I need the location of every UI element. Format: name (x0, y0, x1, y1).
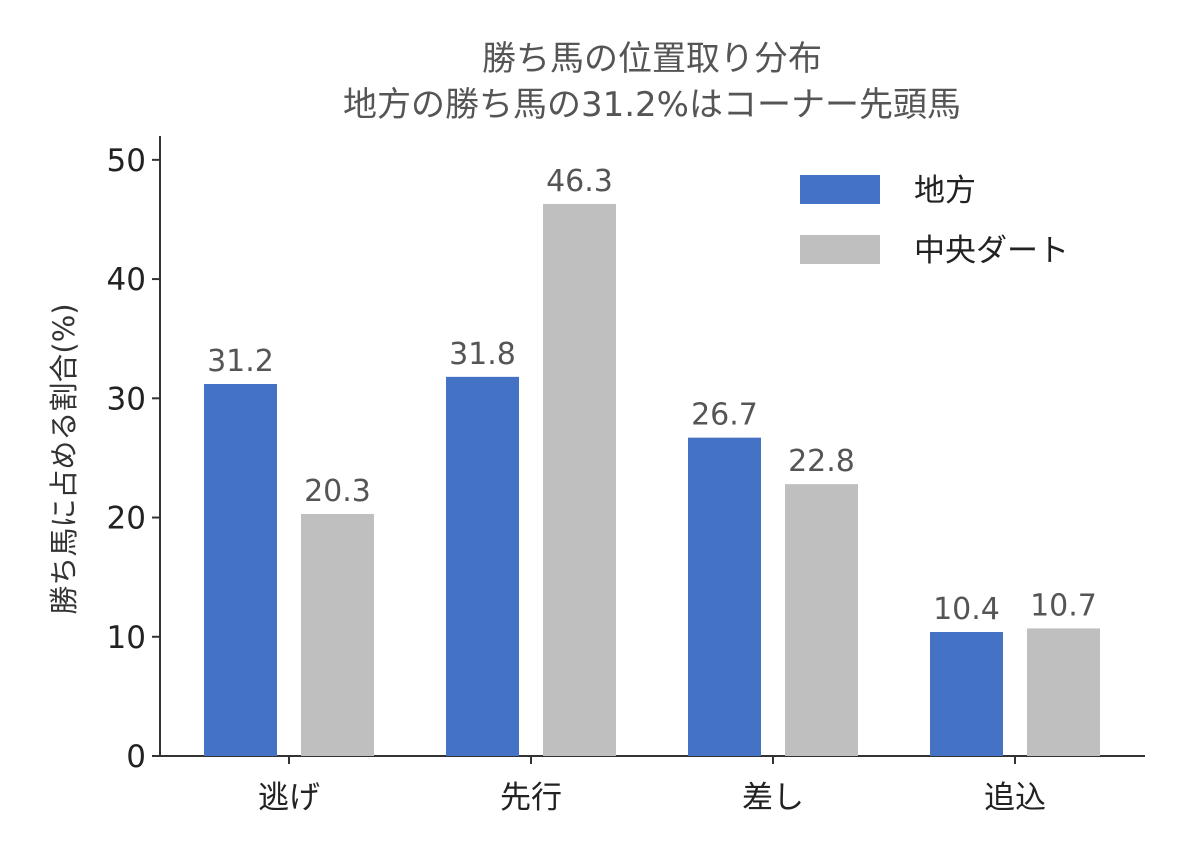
y-tick-label: 50 (107, 143, 146, 179)
bar (688, 437, 761, 756)
y-tick-label: 10 (107, 620, 146, 656)
legend-swatch (800, 235, 880, 264)
data-label: 46.3 (546, 164, 613, 199)
chart-title: 勝ち馬の位置取り分布 (482, 39, 822, 79)
bar (446, 376, 519, 756)
x-tick-label: 追込 (984, 780, 1046, 816)
y-tick-label: 40 (107, 262, 146, 298)
data-label: 20.3 (304, 474, 371, 509)
x-tick-label: 逃げ (258, 780, 320, 816)
x-tick-label: 差し (742, 780, 804, 816)
data-label: 22.8 (788, 444, 855, 479)
data-label: 10.7 (1030, 588, 1097, 623)
data-label: 10.4 (933, 592, 1000, 627)
y-axis-label: 勝ち馬に占める割合(%) (47, 303, 81, 614)
bar (543, 203, 616, 756)
legend-swatch (800, 175, 880, 204)
plot-area: 0 10 20 30 40 50 逃げ 31.2 20.3 先行 31.8 46.3 差し 26.7 22.… (107, 136, 1145, 816)
bar (930, 632, 1003, 756)
y-tick-label: 20 (107, 501, 146, 537)
x-tick-label: 先行 (500, 780, 562, 816)
data-label: 31.8 (449, 337, 516, 372)
bar (1027, 628, 1100, 756)
legend-label: 地方 (914, 173, 976, 209)
bar (785, 484, 858, 756)
data-label: 31.2 (207, 344, 274, 379)
bar (204, 384, 277, 756)
y-tick-label: 30 (107, 381, 146, 417)
chart-subtitle: 地方の勝ち馬の31.2%はコーナー先頭馬 (343, 85, 961, 125)
legend-label: 中央ダート (914, 233, 1069, 269)
y-tick-label: 0 (126, 739, 146, 775)
data-label: 26.7 (691, 398, 758, 433)
bar (301, 513, 374, 756)
